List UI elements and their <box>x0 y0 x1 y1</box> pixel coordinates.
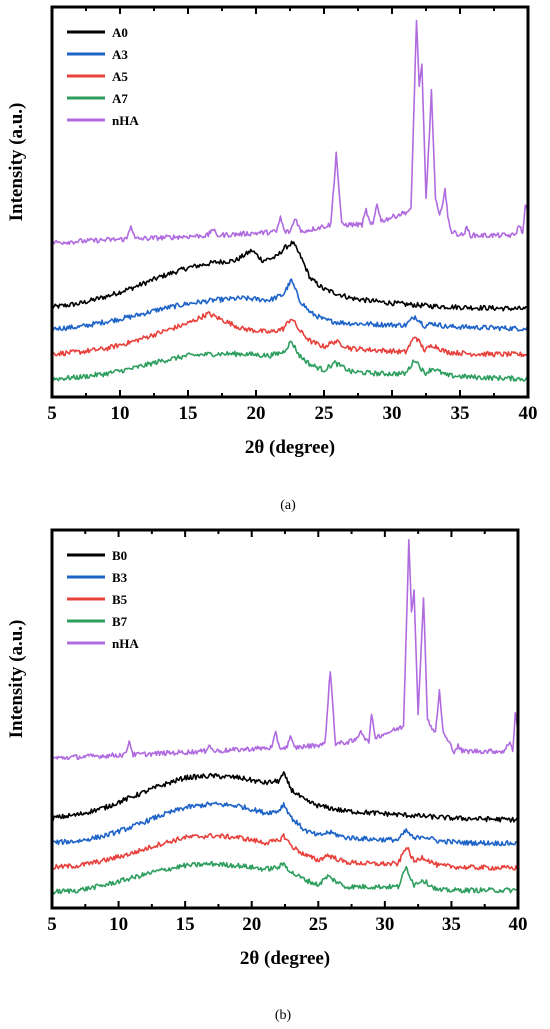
x-tick-label: 10 <box>111 403 130 424</box>
legend-label-a0: A0 <box>112 25 128 40</box>
x-axis-title: 2θ (degree) <box>245 437 335 458</box>
x-tick-label: 20 <box>242 914 261 935</box>
x-axis-title: 2θ (degree) <box>240 948 330 969</box>
legend-label-b0: B0 <box>112 548 127 563</box>
series-line-b3 <box>51 801 519 847</box>
figure-caption: (b) <box>275 1008 292 1023</box>
series-line-nha <box>51 538 519 761</box>
legend-label-b7: B7 <box>112 614 128 629</box>
chart-a: 5 10 15 20 25 30 35 40 2θ (degree) Intensity (a.u… <box>6 5 538 513</box>
x-tick-label: 5 <box>47 914 57 935</box>
x-tick-label: 15 <box>176 914 195 935</box>
x-tick-label: 25 <box>315 403 334 424</box>
series-line-a3 <box>51 278 529 332</box>
x-tick-label: 35 <box>442 914 461 935</box>
legend-label-b5: B5 <box>112 592 128 607</box>
legend-label-nha: nHA <box>112 113 139 128</box>
x-tick-label: 15 <box>179 403 198 424</box>
legend-label-b3: B3 <box>112 570 128 585</box>
y-axis-title: Intensity (a.u.) <box>6 103 27 222</box>
y-axis-title: Intensity (a.u.) <box>6 620 27 739</box>
legend: B0 B3 B5 B7 nHA <box>67 548 139 651</box>
series-line-a7 <box>51 340 529 382</box>
series-line-a5 <box>51 311 529 358</box>
figure-caption: (a) <box>280 498 296 513</box>
x-tick-label: 40 <box>509 914 528 935</box>
series-line-nha <box>51 19 529 245</box>
x-tick-label: 35 <box>451 403 470 424</box>
x-tick-label: 10 <box>109 914 128 935</box>
legend-label-a7: A7 <box>112 91 128 106</box>
series-line-a0 <box>51 240 529 312</box>
x-tick-label: 40 <box>519 403 538 424</box>
plot-frame <box>50 528 520 910</box>
chart-b: 5 10 15 20 25 30 35 40 2θ (degree) Intensity (a.u… <box>6 528 528 1023</box>
legend-label-a5: A5 <box>112 69 128 84</box>
series-line-b7 <box>51 860 519 895</box>
legend: A0 A3 A5 A7 nHA <box>67 25 139 128</box>
x-tick-label: 5 <box>47 403 57 424</box>
x-tick-label: 30 <box>383 403 402 424</box>
x-tick-label: 25 <box>309 914 328 935</box>
legend-label-nha: nHA <box>112 636 139 651</box>
x-tick-label: 30 <box>375 914 394 935</box>
series-line-b0 <box>51 771 519 823</box>
x-tick-label: 20 <box>247 403 266 424</box>
plot-frame <box>50 5 530 399</box>
legend-label-a3: A3 <box>112 47 128 62</box>
series-line-b5 <box>51 832 519 871</box>
